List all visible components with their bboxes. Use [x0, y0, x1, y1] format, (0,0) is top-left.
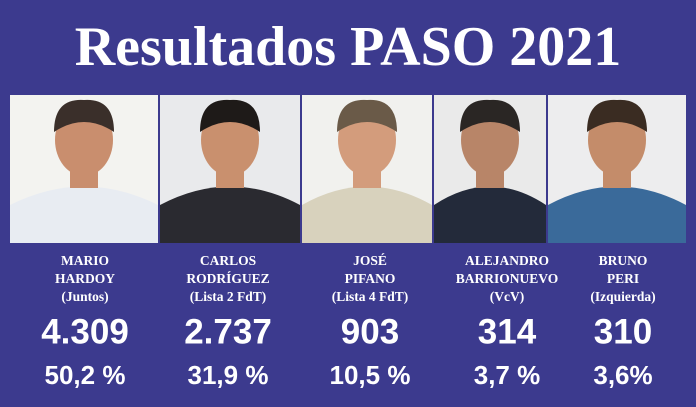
candidate-party: (Lista 2 FdT): [190, 289, 267, 304]
candidate-name: BRUNO: [599, 253, 648, 268]
candidate-percent: 10,5 %: [330, 360, 411, 390]
photo-body: [160, 186, 300, 243]
candidate-percent: 3,6%: [593, 360, 652, 390]
candidate-party: (VcV): [490, 289, 524, 304]
candidate-party: (Izquierda): [590, 289, 655, 304]
photo-hair: [337, 99, 397, 132]
candidate-percent: 31,9 %: [188, 360, 269, 390]
photo-hair: [54, 99, 114, 132]
candidate-name: JOSÉ: [353, 253, 387, 268]
candidate-percent: 3,7 %: [474, 360, 541, 390]
candidate-party: (Lista 4 FdT): [332, 289, 409, 304]
candidate-name: HARDOY: [55, 271, 115, 286]
candidate-votes: 314: [478, 312, 537, 351]
candidate-name: PERI: [607, 271, 639, 286]
photo-body: [302, 186, 432, 243]
candidate-votes: 4.309: [41, 312, 129, 351]
candidate-votes: 903: [341, 312, 399, 351]
candidate-name: BARRIONUEVO: [456, 271, 559, 286]
candidate-name: CARLOS: [200, 253, 256, 268]
candidate-percent: 50,2 %: [45, 360, 126, 390]
candidate-votes: 310: [594, 312, 652, 351]
candidate-votes: 2.737: [184, 312, 272, 351]
photo-hair: [200, 99, 260, 132]
candidate-name: RODRÍGUEZ: [186, 271, 269, 286]
candidate-party: (Juntos): [61, 289, 108, 304]
title: Resultados PASO 2021: [75, 16, 622, 78]
photo-body: [548, 186, 686, 243]
candidate-name: PIFANO: [345, 271, 396, 286]
candidates: MARIO HARDOY (Juntos) 4.309 50,2 % CARLOS RODR…: [10, 95, 686, 390]
photo-hair: [587, 99, 647, 132]
photo-body: [10, 186, 158, 243]
candidate-name: ALEJANDRO: [465, 253, 549, 268]
photo-hair: [460, 99, 520, 132]
photo-body: [434, 186, 546, 243]
candidate-name: MARIO: [61, 253, 109, 268]
